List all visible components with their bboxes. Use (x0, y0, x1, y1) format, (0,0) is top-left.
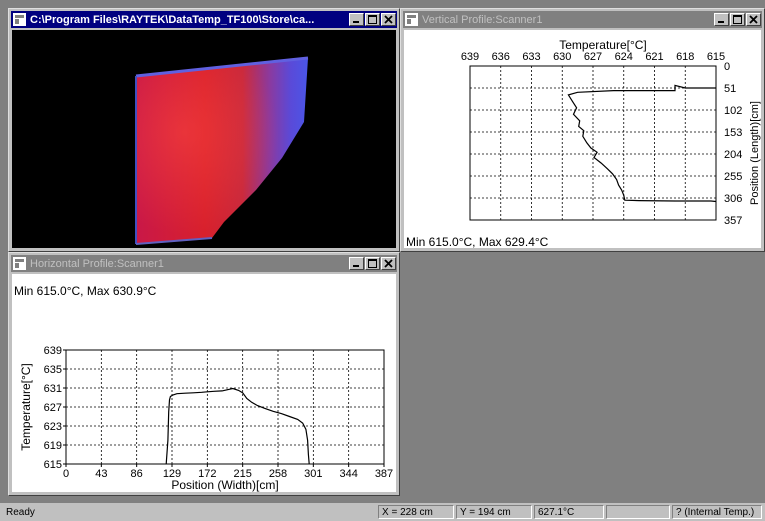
x-tick-label: 621 (645, 51, 663, 63)
x-tick-label: 344 (339, 468, 357, 480)
horizontal-window-titlebar[interactable]: Horizontal Profile:Scanner1 (11, 255, 397, 272)
close-icon (384, 259, 393, 268)
x-tick-label: 215 (233, 468, 251, 480)
x-tick-label: 633 (522, 51, 540, 63)
maximize-icon (368, 259, 377, 268)
close-button[interactable] (381, 257, 396, 270)
x-axis-title: Temperature[°C] (559, 38, 647, 52)
maximize-button[interactable] (365, 13, 380, 26)
close-button[interactable] (381, 13, 396, 26)
horizontal-profile-chart: 0 43 86 129 172 215 258 301 344 387 615 619 623 627 63… (19, 345, 393, 492)
maximize-button[interactable] (365, 257, 380, 270)
app-icon[interactable] (13, 13, 26, 26)
y-tick-label: 623 (44, 421, 62, 433)
y-tick-label: 153 (724, 127, 742, 139)
x-tick-label: 630 (553, 51, 571, 63)
status-x-coordinate: X = 228 cm (378, 505, 454, 519)
minimize-icon (353, 21, 359, 23)
vertical-minmax-label: Min 615.0°C, Max 629.4°C (406, 235, 549, 248)
y-tick-label: 51 (724, 83, 736, 95)
minimize-button[interactable] (349, 13, 364, 26)
x-tick-label: 258 (269, 468, 287, 480)
y-tick-label: 639 (44, 345, 62, 357)
x-tick-label: 129 (163, 468, 181, 480)
thermal-image-view[interactable] (12, 30, 396, 248)
horizontal-window-title: Horizontal Profile:Scanner1 (30, 257, 164, 270)
x-axis-title: Position (Width)[cm] (171, 478, 278, 492)
y-tick-label: 619 (44, 440, 62, 452)
status-bar: Ready X = 228 cm Y = 194 cm 627.1°C ? (I… (0, 503, 765, 521)
x-tick-label: 624 (615, 51, 633, 63)
x-tick-label: 387 (375, 468, 393, 480)
vertical-window-titlebar[interactable]: Vertical Profile:Scanner1 (403, 11, 762, 28)
close-icon (384, 15, 393, 24)
plot-frame (65, 349, 385, 465)
y-axis-title: Position (Length)[cm] (749, 101, 761, 205)
minimize-button[interactable] (714, 13, 729, 26)
y-tick-label: 102 (724, 105, 742, 117)
x-tick-label: 618 (676, 51, 694, 63)
status-empty-panel (606, 505, 670, 519)
minimize-icon (353, 265, 359, 267)
app-icon[interactable] (405, 13, 418, 26)
minimize-button[interactable] (349, 257, 364, 270)
thermal-image (135, 56, 309, 245)
thermal-window-titlebar[interactable]: C:\Program Files\RAYTEK\DataTemp_TF100\S… (11, 11, 397, 28)
status-temperature: 627.1°C (534, 505, 604, 519)
status-mode: ? (Internal Temp.) (672, 505, 762, 519)
status-y-coordinate: Y = 194 cm (456, 505, 532, 519)
y-axis-title: Temperature[°C] (19, 363, 33, 451)
x-tick-label: 43 (95, 468, 107, 480)
y-tick-label: 255 (724, 171, 742, 183)
horizontal-profile-line (165, 387, 310, 465)
vertical-window-title: Vertical Profile:Scanner1 (422, 13, 543, 26)
y-tick-label: 306 (724, 193, 742, 205)
vertical-profile-window[interactable]: Vertical Profile:Scanner1 639 636 633 630 62… (400, 8, 765, 252)
close-button[interactable] (746, 13, 761, 26)
minimize-icon (718, 21, 724, 23)
x-tick-label: 172 (198, 468, 216, 480)
x-tick-label: 639 (461, 51, 479, 63)
y-tick-label: 631 (44, 383, 62, 395)
thermal-window-title: C:\Program Files\RAYTEK\DataTemp_TF100\S… (30, 13, 315, 26)
y-tick-label: 615 (44, 459, 62, 471)
horizontal-minmax-label: Min 615.0°C, Max 630.9°C (14, 284, 157, 298)
x-tick-label: 86 (131, 468, 143, 480)
x-tick-label: 636 (492, 51, 510, 63)
x-tick-label: 301 (304, 468, 322, 480)
vertical-profile-view[interactable]: 639 636 633 630 627 624 621 618 615 0 51 102 153 204 2… (404, 30, 761, 248)
y-tick-label: 204 (724, 149, 742, 161)
mdi-client-area: C:\Program Files\RAYTEK\DataTemp_TF100\S… (0, 0, 765, 503)
y-tick-label: 0 (724, 61, 730, 73)
app-icon[interactable] (13, 257, 26, 270)
thermal-image-window[interactable]: C:\Program Files\RAYTEK\DataTemp_TF100\S… (8, 8, 400, 252)
y-tick-label: 627 (44, 402, 62, 414)
horizontal-profile-window[interactable]: Horizontal Profile:Scanner1 Min 615.0°C,… (8, 252, 400, 496)
vertical-profile-line (567, 84, 717, 203)
x-tick-label: 0 (63, 468, 69, 480)
x-tick-label: 627 (584, 51, 602, 63)
close-icon (749, 15, 758, 24)
x-tick-label: 615 (707, 51, 725, 63)
maximize-button[interactable] (730, 13, 745, 26)
status-ready: Ready (6, 507, 35, 518)
maximize-icon (368, 15, 377, 24)
y-tick-label: 635 (44, 364, 62, 376)
horizontal-profile-view[interactable]: Min 615.0°C, Max 630.9°C 0 43 86 129 172 215 2… (12, 274, 396, 492)
maximize-icon (733, 15, 742, 24)
y-tick-label: 357 (724, 215, 742, 227)
